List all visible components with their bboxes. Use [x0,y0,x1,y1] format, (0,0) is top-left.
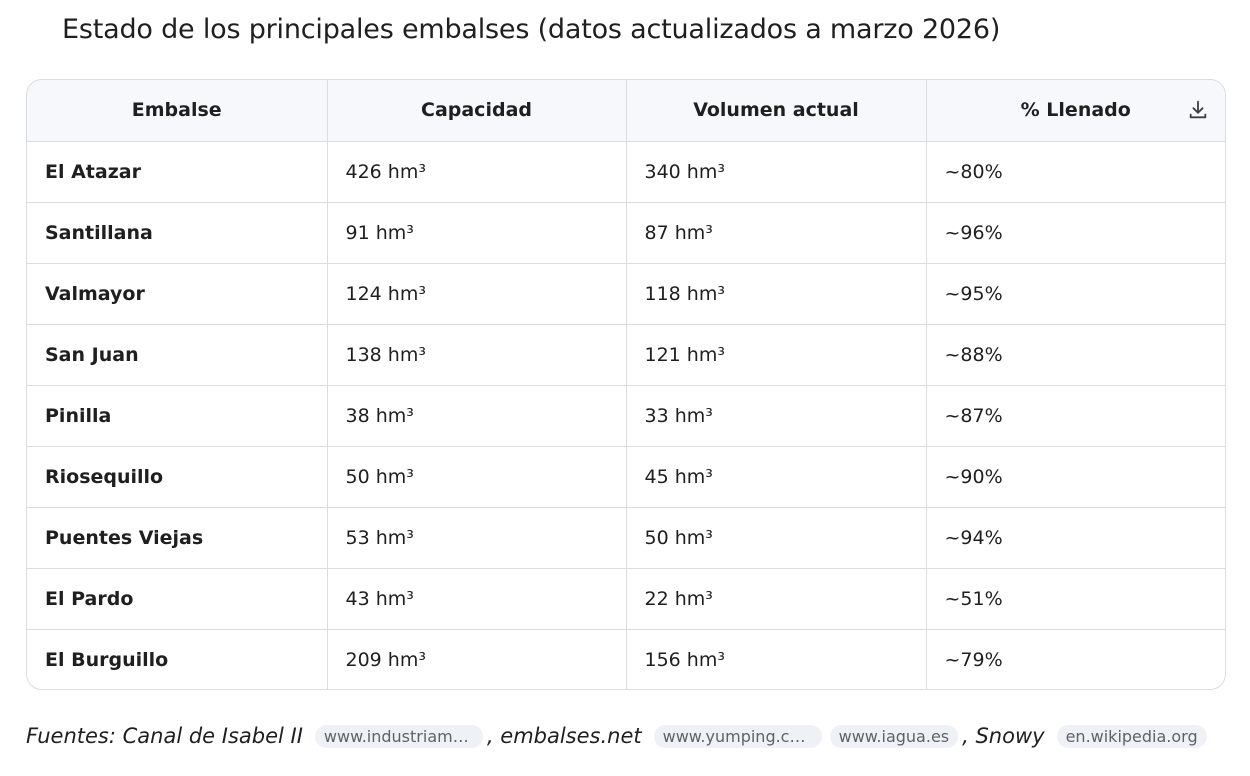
source-chip-wikipedia[interactable]: en.wikipedia.org [1056,724,1207,748]
cell-embalse: El Burguillo [27,629,328,689]
cell-llenado: ~94% [926,507,1225,569]
header-volumen-actual: Volumen actual [626,80,927,142]
cell-capacidad: 124 hm³ [327,263,627,325]
cell-embalse: Riosequillo [27,446,328,508]
cell-volumen: 121 hm³ [626,324,927,386]
cell-volumen: 50 hm³ [626,507,927,569]
cell-embalse: Pinilla [27,385,328,447]
table-row: San Juan 138 hm³ 121 hm³ ~88% [27,324,1225,386]
cell-embalse: El Pardo [27,568,328,630]
table-row: El Burguillo 209 hm³ 156 hm³ ~79% [27,629,1225,689]
cell-llenado: ~88% [926,324,1225,386]
cell-capacidad: 43 hm³ [327,568,627,630]
cell-capacidad: 91 hm³ [327,202,627,264]
cell-llenado: ~51% [926,568,1225,630]
reservoir-table: Embalse Capacidad Volumen actual % Llena… [26,79,1226,690]
cell-capacidad: 50 hm³ [327,446,627,508]
cell-capacidad: 138 hm³ [327,324,627,386]
cell-volumen: 340 hm³ [626,141,927,203]
cell-volumen: 45 hm³ [626,446,927,508]
sources-snowy: , Snowy [962,724,1045,748]
cell-volumen: 33 hm³ [626,385,927,447]
source-chip-iagua[interactable]: www.iagua.es [829,724,959,748]
sources-line: Fuentes: Canal de Isabel II www.industri… [26,719,1211,753]
source-chip-industriambiente[interactable]: www.industriamb... [314,724,483,748]
cell-volumen: 156 hm³ [626,629,927,689]
cell-llenado: ~87% [926,385,1225,447]
table-row: Pinilla 38 hm³ 33 hm³ ~87% [27,385,1225,447]
cell-embalse: Valmayor [27,263,328,325]
cell-capacidad: 426 hm³ [327,141,627,203]
table-row: El Atazar 426 hm³ 340 hm³ ~80% [27,141,1225,203]
header-capacidad: Capacidad [327,80,627,142]
page-title: Estado de los principales embalses (dato… [62,14,1001,45]
table-row: Santillana 91 hm³ 87 hm³ ~96% [27,202,1225,264]
sources-prefix: Fuentes: Canal de Isabel II [26,724,303,748]
table-row: Riosequillo 50 hm³ 45 hm³ ~90% [27,446,1225,508]
table-row: Puentes Viejas 53 hm³ 50 hm³ ~94% [27,507,1225,569]
table-row: El Pardo 43 hm³ 22 hm³ ~51% [27,568,1225,630]
cell-capacidad: 53 hm³ [327,507,627,569]
cell-embalse: San Juan [27,324,328,386]
cell-embalse: Santillana [27,202,328,264]
cell-embalse: Puentes Viejas [27,507,328,569]
sources-embalses: , embalses.net [486,724,642,748]
header-llenado: % Llenado [926,80,1225,142]
cell-volumen: 87 hm³ [626,202,927,264]
cell-llenado: ~96% [926,202,1225,264]
cell-llenado: ~95% [926,263,1225,325]
download-icon[interactable] [1187,99,1209,121]
header-llenado-label: % Llenado [1020,99,1131,122]
cell-capacidad: 38 hm³ [327,385,627,447]
cell-capacidad: 209 hm³ [327,629,627,689]
cell-llenado: ~80% [926,141,1225,203]
cell-volumen: 118 hm³ [626,263,927,325]
cell-llenado: ~79% [944,648,1003,671]
cell-llenado: ~90% [926,446,1225,508]
source-chip-yumping[interactable]: www.yumping.com [653,724,822,748]
cell-embalse: El Atazar [27,141,328,203]
table-row: Valmayor 124 hm³ 118 hm³ ~95% [27,263,1225,325]
cell-volumen: 22 hm³ [626,568,927,630]
table-header-row: Embalse Capacidad Volumen actual % Llena… [27,80,1225,142]
header-embalse: Embalse [27,80,328,142]
